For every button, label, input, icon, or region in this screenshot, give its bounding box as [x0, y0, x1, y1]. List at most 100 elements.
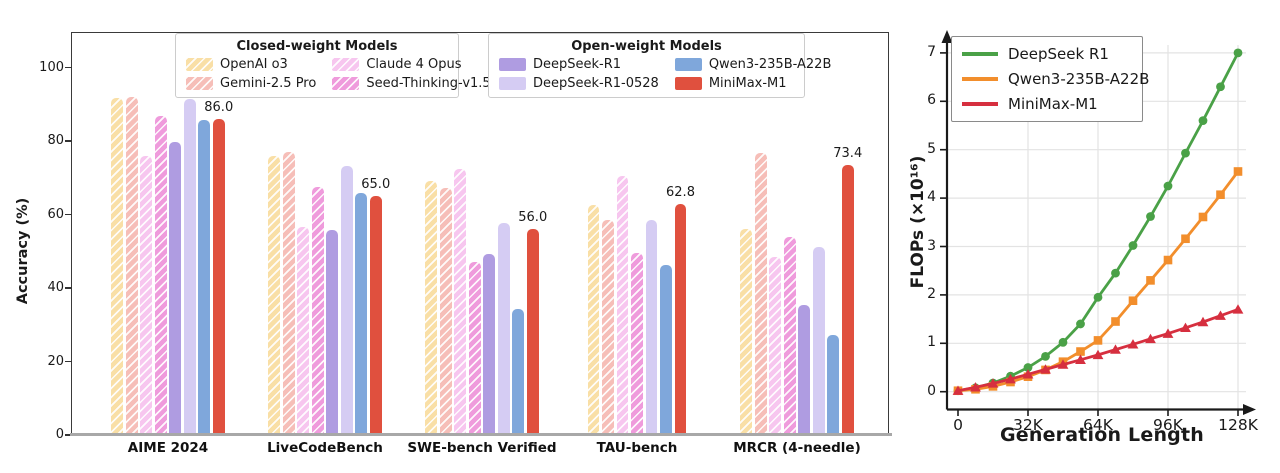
legend-title-closed: Closed-weight Models [236, 39, 398, 54]
legend-line-swatch-deepseek-r1 [962, 52, 998, 56]
left-y-tick-mark [65, 287, 72, 289]
bar-deepseek-r1-livecodebench [326, 229, 339, 435]
bar-minimax-m1-livecodebench [369, 196, 382, 435]
bar-qwen3-235b-a22b-tau-bench [660, 265, 672, 435]
bar-claude-4-opus-livecodebench [297, 226, 310, 435]
bar-gemini-2-5-pro-livecodebench [282, 151, 295, 435]
left-y-tick-label: 60 [47, 206, 64, 222]
right-x-tick-label-32k: 32K [1013, 416, 1043, 434]
right-x-axis-label: Generation Length [999, 424, 1204, 446]
left-y-tick-mark [65, 434, 72, 436]
left-y-tick-mark [65, 140, 72, 142]
value-label-swe-bench-verified: 56.0 [518, 210, 548, 226]
bar-seed-thinking-v1-5-swe-bench-verified [468, 262, 481, 435]
x-category-label-tau-bench: TAU-bench [596, 440, 678, 456]
bar-claude-4-opus-tau-bench [616, 175, 629, 435]
right-y-tick-label: 6 [927, 92, 936, 109]
bar-qwen3-235b-a22b-aime-2024 [198, 120, 211, 435]
legend-label-openai-o3: OpenAI o3 [220, 57, 288, 72]
legend-label-minimax-m1: MiniMax-M1 [1008, 95, 1098, 113]
bar-deepseek-r1-0528-tau-bench [645, 220, 658, 435]
legend-label-minimax-m1: MiniMax-M1 [708, 76, 787, 91]
legend-swatch-openai-o3 [186, 58, 213, 71]
bar-deepseek-r1-0528-mrcr-4-needle [812, 246, 825, 435]
legend-swatch-deepseek-r1-0528 [499, 77, 526, 90]
left-y-tick-mark [65, 213, 72, 216]
legend-swatch-gemini-2-5-pro [186, 77, 213, 90]
legend-label-deepseek-r1: DeepSeek R1 [1008, 45, 1109, 63]
right-y-tick-label: 0 [927, 382, 936, 399]
value-label-tau-bench: 62.8 [666, 185, 695, 201]
right-y-tick-label: 2 [927, 285, 936, 302]
bar-openai-o3-swe-bench-verified [425, 181, 438, 435]
bar-gemini-2-5-pro-tau-bench [602, 220, 614, 435]
bar-claude-4-opus-swe-bench-verified [454, 168, 467, 435]
bar-deepseek-r1-mrcr-4-needle [798, 304, 811, 435]
legend-swatch-claude-4-opus [332, 58, 360, 71]
right-x-tick-label-0: 0 [953, 416, 963, 434]
bar-gemini-2-5-pro-mrcr-4-needle [754, 152, 767, 435]
legend-item-minimax-m1: MiniMax-M1 [962, 95, 1132, 113]
value-label-mrcr-4-needle: 73.4 [833, 146, 863, 162]
legend-item-qwen3-235b-a22b: Qwen3-235B-A22B [674, 57, 832, 72]
legend-item-deepseek-r1: DeepSeek R1 [962, 45, 1132, 63]
bar-openai-o3-aime-2024 [111, 98, 124, 435]
x-category-label-mrcr-4-needle: MRCR (4-needle) [733, 440, 861, 456]
bar-qwen3-235b-a22b-mrcr-4-needle [827, 334, 840, 435]
right-y-tick-label: 3 [927, 237, 936, 254]
bar-seed-thinking-v1-5-livecodebench [311, 186, 324, 435]
bar-gemini-2-5-pro-aime-2024 [125, 96, 138, 435]
left-y-tick-label: 80 [47, 133, 64, 148]
legend-item-qwen3-235b-a22b: Qwen3-235B-A22B [962, 70, 1149, 88]
legend-item-deepseek-r1: DeepSeek-R1 [499, 57, 659, 72]
value-label-aime-2024: 86.0 [204, 99, 234, 115]
bar-seed-thinking-v1-5-tau-bench [631, 253, 643, 435]
bar-openai-o3-tau-bench [587, 205, 600, 435]
legend-line-swatch-minimax-m1 [962, 102, 998, 106]
bar-seed-thinking-v1-5-aime-2024 [154, 116, 167, 435]
legend-label-gemini-2-5-pro: Gemini-2.5 Pro [220, 76, 317, 91]
legend-label-qwen3-235b-a22b: Qwen3-235B-A22B [1008, 70, 1150, 88]
right-y-tick-label: 4 [927, 189, 936, 206]
bar-claude-4-opus-aime-2024 [140, 155, 153, 435]
legend-label-deepseek-r1: DeepSeek-R1 [533, 57, 622, 72]
bar-deepseek-r1-0528-aime-2024 [183, 99, 196, 435]
bar-deepseek-r1-swe-bench-verified [483, 254, 496, 435]
right-y-tick-label: 1 [927, 334, 936, 351]
right-y-tick-label: 5 [927, 140, 936, 157]
legend-flops: DeepSeek R1 Qwen3-235B-A22B MiniMax-M1 [951, 36, 1149, 122]
left-y-tick-mark [65, 66, 72, 69]
bar-seed-thinking-v1-5-mrcr-4-needle [783, 236, 796, 435]
legend-line-swatch-qwen3-235b-a22b [962, 77, 998, 81]
bar-minimax-m1-mrcr-4-needle [841, 165, 854, 435]
value-label-livecodebench: 65.0 [361, 177, 391, 193]
legend-swatch-seed-thinking-v1-5 [332, 77, 360, 90]
bar-gemini-2-5-pro-swe-bench-verified [439, 188, 452, 435]
left-y-tick-label: 0 [55, 427, 64, 442]
legend-swatch-deepseek-r1 [499, 58, 526, 71]
bar-deepseek-r1-aime-2024 [169, 141, 182, 435]
right-x-tick-label-64k: 64K [1083, 416, 1113, 434]
legend-open-weight-models: Open-weight Models DeepSeek-R1 DeepSeek-R… [488, 33, 831, 98]
legend-label-seed-thinking-v1-5: Seed-Thinking-v1.5 [366, 76, 491, 91]
bar-minimax-m1-swe-bench-verified [526, 229, 539, 435]
right-x-tick-label-128k: 128K [1218, 416, 1258, 434]
left-y-tick-label: 20 [47, 353, 64, 369]
legend-item-deepseek-r1-0528: DeepSeek-R1-0528 [499, 76, 659, 91]
bar-qwen3-235b-a22b-swe-bench-verified [512, 308, 525, 435]
legend-closed-weight-models: Closed-weight Models OpenAI o3 Gemini-2.5… [175, 33, 491, 98]
legend-swatch-minimax-m1 [674, 77, 702, 90]
bar-minimax-m1-aime-2024 [212, 118, 225, 435]
bar-qwen3-235b-a22b-livecodebench [355, 192, 368, 435]
bar-minimax-m1-tau-bench [674, 204, 687, 435]
legend-label-qwen3-235b-a22b: Qwen3-235B-A22B [708, 57, 832, 72]
legend-label-deepseek-r1-0528: DeepSeek-R1-0528 [533, 76, 659, 91]
left-y-tick-label: 40 [47, 280, 64, 295]
bar-openai-o3-livecodebench [268, 156, 281, 435]
x-category-label-livecodebench: LiveCodeBench [267, 440, 383, 456]
bar-claude-4-opus-mrcr-4-needle [769, 256, 782, 435]
right-y-axis-label: FLOPs (×10¹⁶) [908, 155, 928, 289]
x-category-label-swe-bench-verified: SWE-bench Verified [407, 440, 557, 456]
